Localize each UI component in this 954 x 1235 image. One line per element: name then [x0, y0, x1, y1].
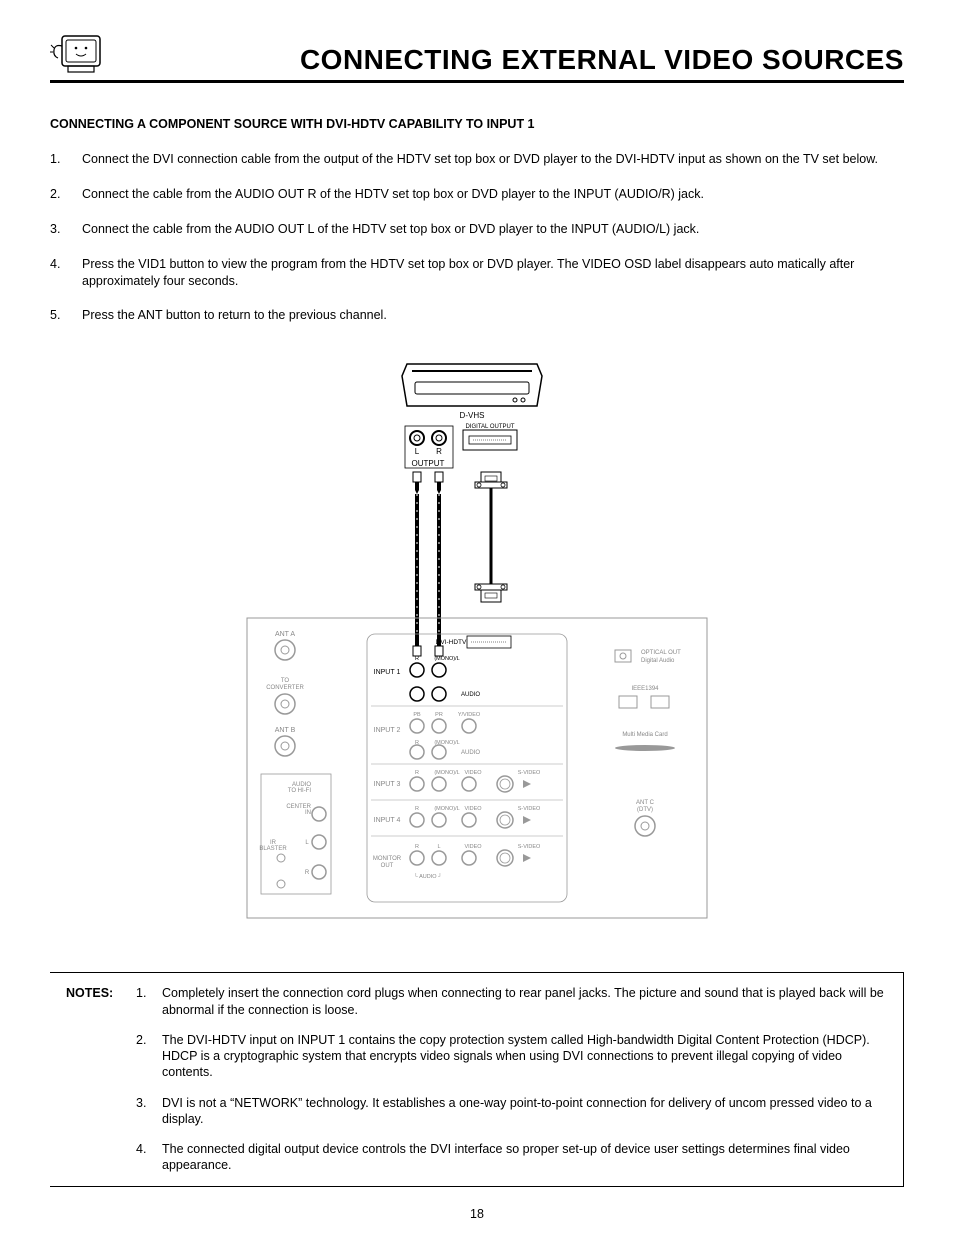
svg-text:ANT A: ANT A: [275, 631, 295, 638]
svg-text:Y/VIDEO: Y/VIDEO: [458, 712, 481, 718]
note-item: 4.The connected digital output device co…: [136, 1141, 887, 1174]
svg-text:R: R: [415, 844, 419, 850]
instruction-item: 5.Press the ANT button to return to the …: [50, 307, 904, 324]
instruction-item: 3.Connect the cable from the AUDIO OUT L…: [50, 221, 904, 238]
svg-text:VIDEO: VIDEO: [464, 770, 482, 776]
svg-text:L: L: [437, 844, 440, 850]
svg-text:OUT: OUT: [381, 863, 394, 869]
step-text: Connect the cable from the AUDIO OUT L o…: [82, 221, 904, 238]
note-item: 2.The DVI-HDTV input on INPUT 1 contains…: [136, 1032, 887, 1081]
notes-label: NOTES:: [66, 985, 136, 1173]
notes-box: NOTES: 1.Completely insert the connectio…: [50, 972, 904, 1186]
svg-text:VIDEO: VIDEO: [464, 844, 482, 850]
svg-text:INPUT 4: INPUT 4: [374, 817, 401, 824]
step-number: 3.: [50, 221, 82, 238]
svg-text:S-VIDEO: S-VIDEO: [518, 770, 541, 776]
svg-text:R: R: [415, 656, 419, 662]
svg-text:IEEE1394: IEEE1394: [631, 686, 659, 692]
page-title: CONNECTING EXTERNAL VIDEO SOURCES: [300, 44, 904, 76]
page-header: CONNECTING EXTERNAL VIDEO SOURCES: [50, 30, 904, 83]
svg-text:MONITOR: MONITOR: [373, 856, 402, 862]
svg-text:L: L: [415, 447, 420, 456]
note-number: 3.: [136, 1095, 162, 1128]
svg-text:PR: PR: [435, 712, 443, 718]
svg-text:R: R: [305, 870, 310, 876]
svg-text:OUTPUT: OUTPUT: [412, 459, 445, 468]
dvi-connector-top-icon: [475, 472, 507, 488]
connection-diagram: D-VHS L R OUTPUT DIGITAL OUTPUT: [50, 354, 904, 944]
step-number: 5.: [50, 307, 82, 324]
note-item: 3.DVI is not a “NETWORK” technology. It …: [136, 1095, 887, 1128]
note-item: 1.Completely insert the connection cord …: [136, 985, 887, 1018]
section-heading: CONNECTING A COMPONENT SOURCE WITH DVI-H…: [50, 117, 904, 131]
svg-text:DVI-HDTV: DVI-HDTV: [436, 639, 467, 646]
step-text: Press the VID1 button to view the progra…: [82, 256, 904, 290]
svg-text:INPUT 2: INPUT 2: [374, 727, 401, 734]
svg-text:(DTV): (DTV): [637, 807, 653, 813]
svg-text:INPUT 1: INPUT 1: [374, 669, 401, 676]
notes-list: 1.Completely insert the connection cord …: [136, 985, 887, 1173]
svg-text:PB: PB: [413, 712, 421, 718]
svg-text:R: R: [415, 806, 419, 812]
step-number: 2.: [50, 186, 82, 203]
svg-text:AUDIO: AUDIO: [461, 692, 480, 698]
instruction-list: 1.Connect the DVI connection cable from …: [50, 151, 904, 324]
rca-plug-icon: [435, 472, 443, 494]
rca-plug-icon: [413, 634, 421, 656]
note-number: 1.: [136, 985, 162, 1018]
svg-text:L: L: [305, 840, 309, 846]
svg-text:S-VIDEO: S-VIDEO: [518, 806, 541, 812]
svg-text:VIDEO: VIDEO: [464, 806, 482, 812]
svg-text:(MONO)/L: (MONO)/L: [434, 806, 459, 812]
svg-text:BLASTER: BLASTER: [259, 846, 287, 852]
dvi-connector-bottom-icon: [475, 584, 507, 602]
step-number: 4.: [50, 256, 82, 290]
svg-text:Multi Media Card: Multi Media Card: [622, 732, 667, 738]
step-number: 1.: [50, 151, 82, 168]
dvhs-device-icon: [402, 364, 542, 406]
svg-text:└ AUDIO ┘: └ AUDIO ┘: [414, 873, 442, 880]
svg-text:TO: TO: [281, 678, 290, 684]
note-number: 2.: [136, 1032, 162, 1081]
svg-text:(MONO)/L: (MONO)/L: [434, 656, 459, 662]
svg-text:(MONO)/L: (MONO)/L: [434, 770, 459, 776]
svg-text:Digital Audio: Digital Audio: [641, 658, 675, 664]
svg-text:AUDIO: AUDIO: [461, 750, 480, 756]
svg-text:R: R: [436, 447, 442, 456]
step-text: Press the ANT button to return to the pr…: [82, 307, 904, 324]
svg-text:TO HI-FI: TO HI-FI: [288, 788, 312, 794]
svg-text:ANT C: ANT C: [636, 800, 655, 806]
svg-text:IN: IN: [305, 810, 311, 816]
tv-mascot-icon: [50, 30, 106, 76]
svg-text:S-VIDEO: S-VIDEO: [518, 844, 541, 850]
instruction-item: 1.Connect the DVI connection cable from …: [50, 151, 904, 168]
note-text: DVI is not a “NETWORK” technology. It es…: [162, 1095, 887, 1128]
svg-text:CONVERTER: CONVERTER: [266, 685, 304, 691]
step-text: Connect the DVI connection cable from th…: [82, 151, 904, 168]
instruction-item: 2.Connect the cable from the AUDIO OUT R…: [50, 186, 904, 203]
svg-text:R: R: [415, 770, 419, 776]
svg-text:ANT B: ANT B: [275, 727, 296, 734]
rca-plug-icon: [413, 472, 421, 494]
note-text: Completely insert the connection cord pl…: [162, 985, 887, 1018]
step-text: Connect the cable from the AUDIO OUT R o…: [82, 186, 904, 203]
dvhs-label: D-VHS: [460, 411, 485, 420]
svg-text:INPUT 3: INPUT 3: [374, 781, 401, 788]
note-text: The connected digital output device cont…: [162, 1141, 887, 1174]
svg-text:DIGITAL OUTPUT: DIGITAL OUTPUT: [465, 424, 514, 430]
note-number: 4.: [136, 1141, 162, 1174]
svg-text:OPTICAL OUT: OPTICAL OUT: [641, 650, 681, 656]
page-number: 18: [0, 1207, 954, 1221]
instruction-item: 4.Press the VID1 button to view the prog…: [50, 256, 904, 290]
note-text: The DVI-HDTV input on INPUT 1 contains t…: [162, 1032, 887, 1081]
